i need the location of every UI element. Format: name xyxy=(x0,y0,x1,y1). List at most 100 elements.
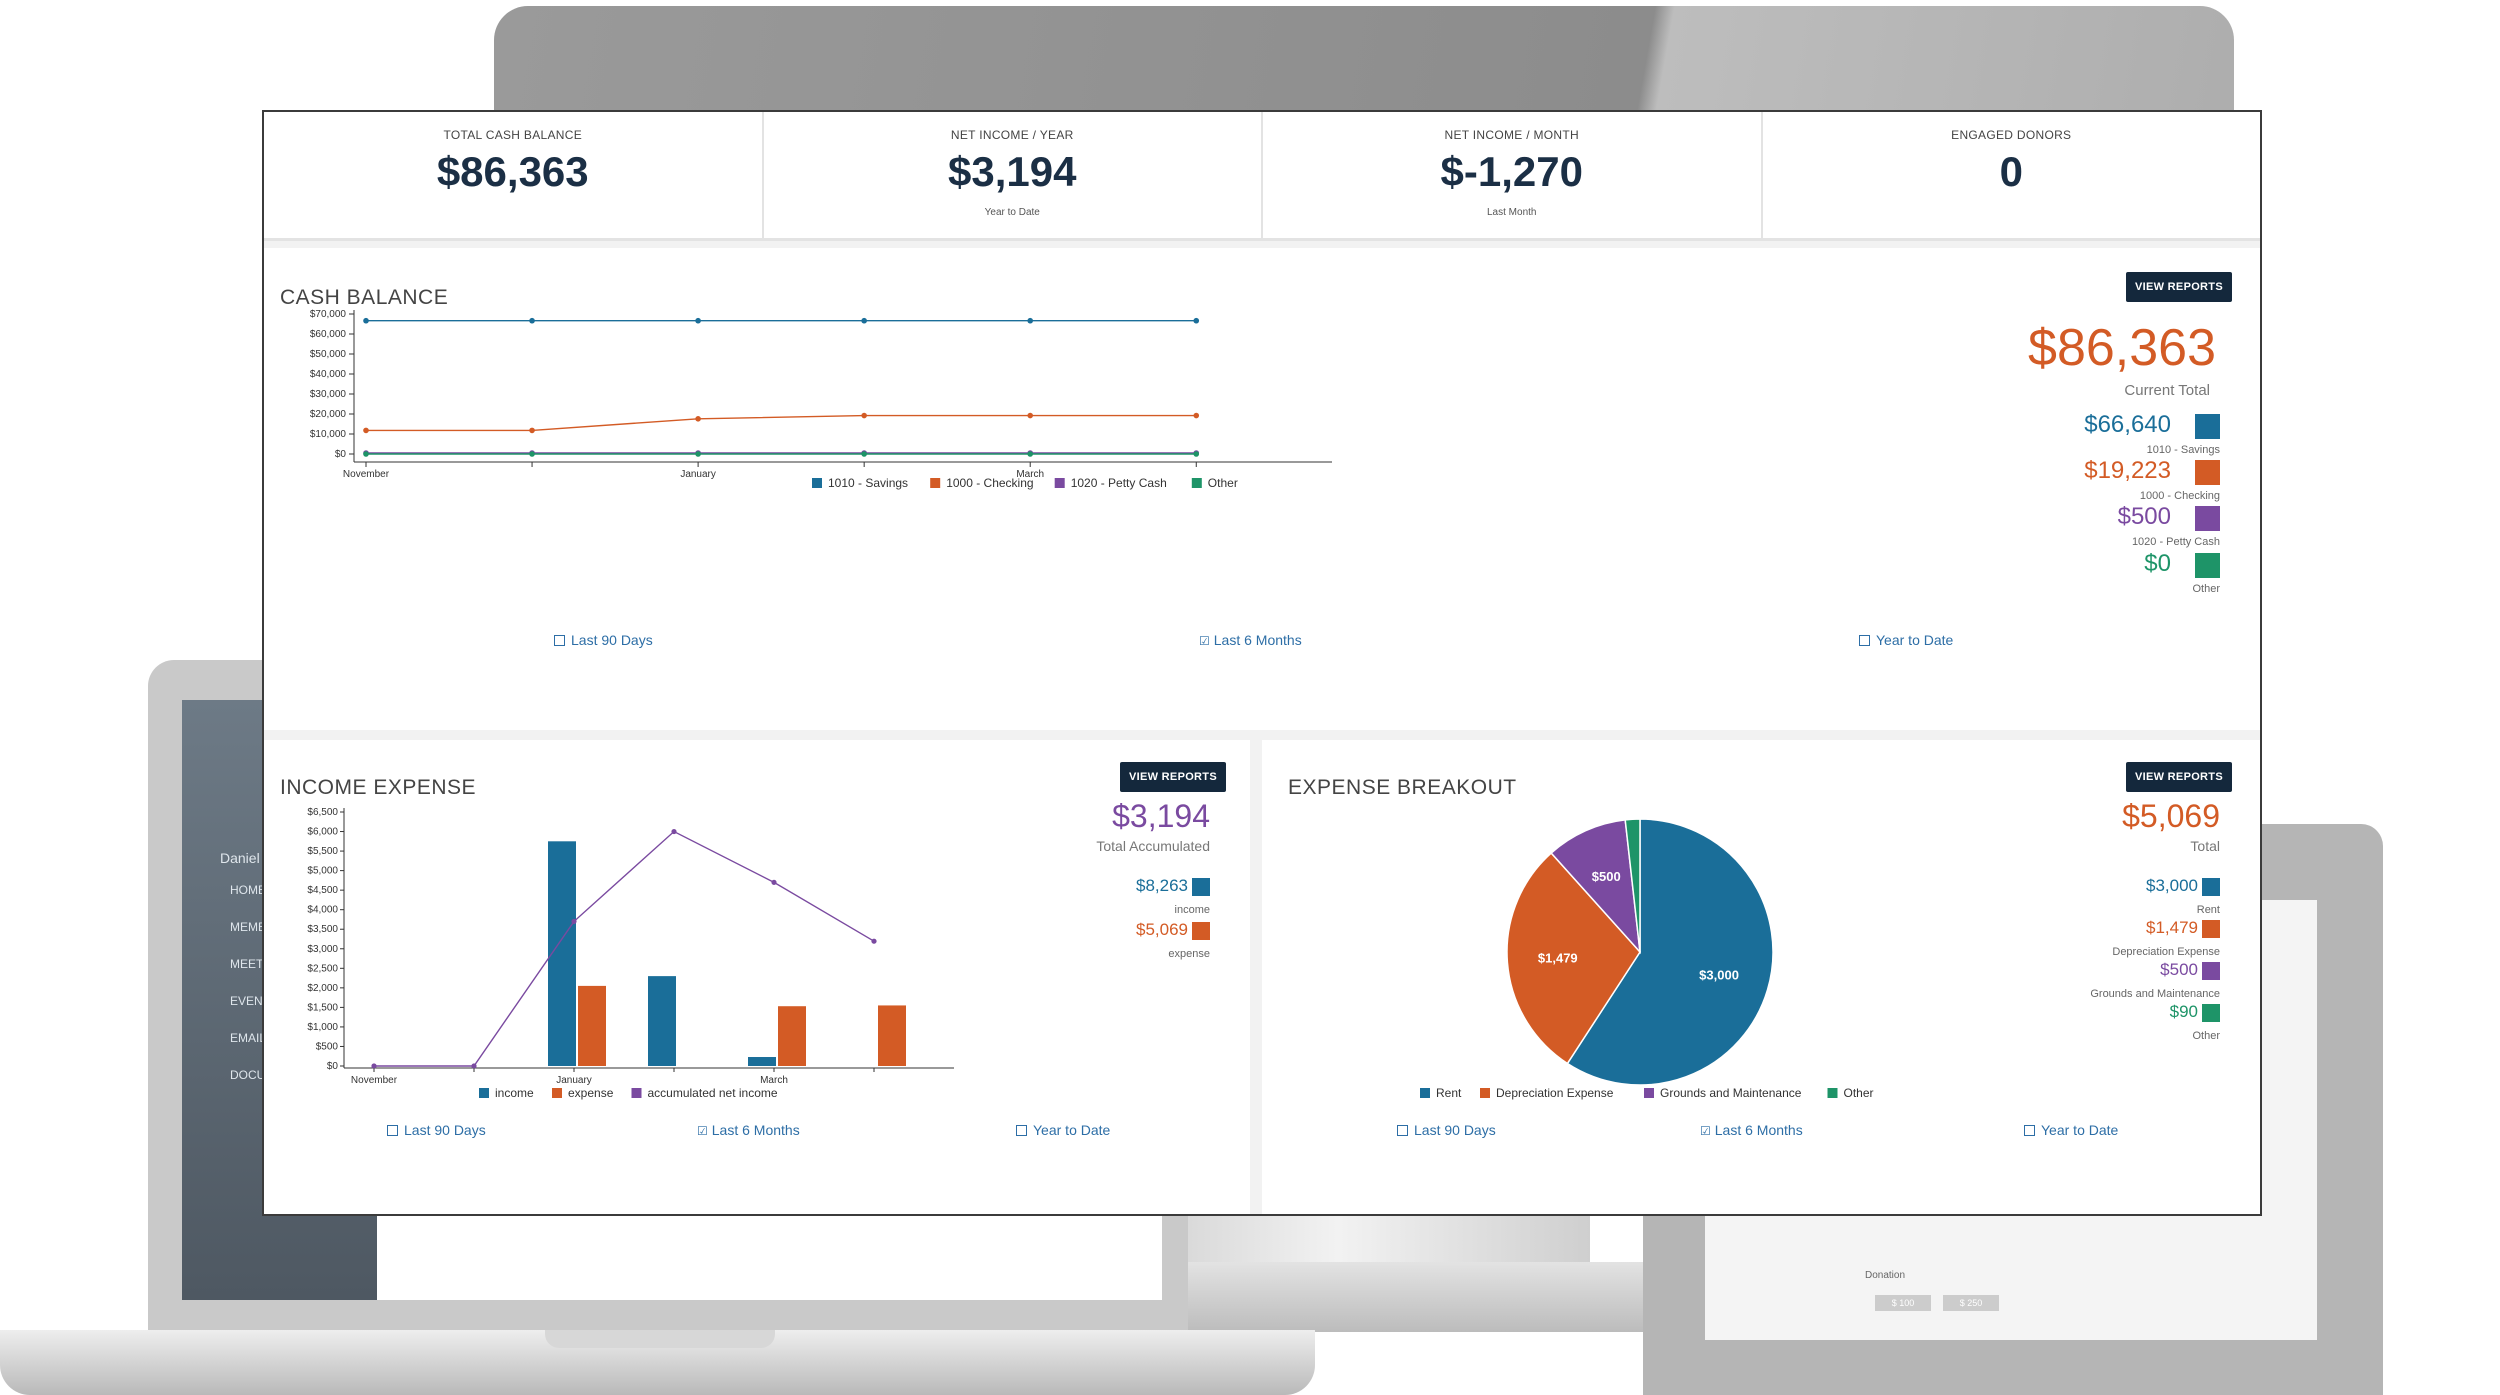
range-last-90-days[interactable]: Last 90 Days xyxy=(387,1122,486,1138)
range-last-6-months[interactable]: ☑ Last 6 Months xyxy=(1700,1122,1803,1138)
legend-value-expense: $5,069 xyxy=(1136,920,1188,939)
kpi-value: 0 xyxy=(1999,148,2023,195)
series-point xyxy=(471,1063,477,1069)
y-tick-label: $0 xyxy=(327,1061,339,1072)
laptop-nav-members[interactable]: MEMB xyxy=(230,920,266,934)
y-tick-label: $40,000 xyxy=(310,369,347,380)
y-tick-label: $10,000 xyxy=(310,429,347,440)
series-point xyxy=(695,451,701,457)
legend-label-other: Other xyxy=(2192,1030,2220,1042)
dashboard-window: TOTAL CASH BALANCE $86,363 NET INCOME / … xyxy=(262,110,2262,1216)
y-tick-label: $2,500 xyxy=(307,963,338,974)
bar-income xyxy=(648,976,676,1066)
income-expense-total: $3,194 xyxy=(1112,798,1210,834)
legend-swatch xyxy=(552,1088,562,1098)
panel-title: INCOME EXPENSE xyxy=(280,776,477,799)
legend-label-income: income xyxy=(1174,904,1210,916)
y-tick-label: $4,500 xyxy=(307,885,338,896)
legend-label-savings: 1010 - Savings xyxy=(2146,444,2220,456)
kpi-total-cash-balance: TOTAL CASH BALANCE $86,363 xyxy=(264,112,764,238)
pie-slice-depreciation-expense xyxy=(1506,851,1641,1065)
laptop-nav-meetings[interactable]: MEET xyxy=(230,957,264,971)
laptop-nav-events[interactable]: EVENT xyxy=(230,994,271,1008)
checkbox-icon xyxy=(1397,1124,1408,1136)
view-reports-button[interactable]: VIEW REPORTS xyxy=(2126,272,2232,302)
series-line-accumulated-net-income xyxy=(374,830,875,1067)
series-point xyxy=(571,918,577,925)
cash-balance-chart: $0 $10,000 $20,000 $30,000 $40,000 $50,000 $60… xyxy=(310,309,1332,490)
tablet-amount-b[interactable]: $ 250 xyxy=(1943,1295,1999,1311)
legend-swatch-other xyxy=(2202,1004,2220,1022)
range-last-90-days[interactable]: Last 90 Days xyxy=(1397,1122,1496,1138)
series-point xyxy=(871,938,877,944)
view-reports-button[interactable]: VIEW REPORTS xyxy=(2126,762,2232,792)
legend-label: Grounds and Maintenance xyxy=(1660,1086,1802,1100)
legend-swatch-petty-cash xyxy=(2195,506,2220,531)
legend-swatch xyxy=(1480,1088,1490,1098)
legend-label-depreciation: Depreciation Expense xyxy=(2112,946,2220,958)
laptop-nav-email[interactable]: EMAIL xyxy=(230,1031,267,1045)
legend-swatch-depreciation xyxy=(2202,920,2220,938)
laptop-nav-home[interactable]: HOME xyxy=(230,883,266,897)
legend-label-petty-cash: 1020 - Petty Cash xyxy=(2131,536,2220,548)
income-expense-total-label: Total Accumulated xyxy=(1096,838,1210,854)
y-tick-label: $4,000 xyxy=(307,905,338,916)
range-year-to-date[interactable]: Year to Date xyxy=(1016,1122,1110,1138)
expense-breakout-chart: $3,000 $1,479 $500 Rent Depreciation Expense… xyxy=(1420,818,1874,1100)
laptop-notch xyxy=(545,1330,775,1348)
tablet-amount-a[interactable]: $ 100 xyxy=(1875,1295,1931,1311)
pie-slice-label: $1,479 xyxy=(1538,950,1578,965)
legend-swatch-savings xyxy=(2195,414,2220,439)
legend-value-petty-cash: $500 xyxy=(2117,503,2171,530)
kpi-label: NET INCOME / YEAR xyxy=(950,128,1074,142)
legend-swatch-grounds xyxy=(2202,962,2220,980)
y-tick-label: $2,000 xyxy=(307,983,338,994)
cash-total-label: Current Total xyxy=(2124,382,2210,399)
legend-swatch xyxy=(479,1088,489,1098)
legend-swatch xyxy=(1827,1088,1838,1098)
checkbox-icon xyxy=(387,1124,398,1136)
y-tick-label: $6,000 xyxy=(307,827,338,838)
range-label: Year to Date xyxy=(1033,1122,1111,1138)
view-reports-button[interactable]: VIEW REPORTS xyxy=(1120,762,1226,792)
pie-slice-label: $500 xyxy=(1592,869,1621,884)
range-last-6-months[interactable]: ☑ Last 6 Months xyxy=(1199,632,1302,648)
y-tick-label: $6,500 xyxy=(307,807,338,818)
y-tick-label: $30,000 xyxy=(310,389,347,400)
range-label: Last 90 Days xyxy=(571,632,653,648)
legend-swatch xyxy=(1644,1088,1654,1098)
bar-income xyxy=(548,841,576,1066)
legend-value-rent: $3,000 xyxy=(2146,876,2198,895)
bar-expense xyxy=(778,1006,806,1066)
legend-swatch-rent xyxy=(2202,878,2220,896)
series-point xyxy=(861,412,867,419)
series-point xyxy=(363,427,369,434)
series-line-1000-checking xyxy=(366,414,1197,432)
range-label: Year to Date xyxy=(2041,1122,2119,1138)
kpi-label: ENGAGED DONORS xyxy=(1951,128,2072,142)
range-label: Last 90 Days xyxy=(404,1122,486,1138)
series-point xyxy=(529,451,535,457)
legend-swatch xyxy=(1054,478,1065,488)
range-last-90-days[interactable]: Last 90 Days xyxy=(554,632,653,648)
range-last-6-months[interactable]: ☑ Last 6 Months xyxy=(697,1122,800,1138)
series-point xyxy=(1027,317,1034,324)
checkbox-icon xyxy=(554,634,565,646)
range-year-to-date[interactable]: Year to Date xyxy=(1859,632,1953,648)
series-point xyxy=(363,317,369,324)
kpi-value: $-1,270 xyxy=(1440,148,1583,195)
panel-title: CASH BALANCE xyxy=(280,286,449,309)
series-point xyxy=(529,427,535,434)
range-year-to-date[interactable]: Year to Date xyxy=(2024,1122,2118,1138)
y-tick-label: $5,000 xyxy=(307,866,338,877)
series-point xyxy=(1193,412,1200,419)
expense-breakout-panel: EXPENSE BREAKOUT VIEW REPORTS $3,000 $1,4… xyxy=(1262,740,2260,1214)
kpi-label: NET INCOME / MONTH xyxy=(1444,128,1579,142)
legend-label: Other xyxy=(1844,1086,1874,1100)
series-point xyxy=(695,317,701,324)
legend-swatch-expense xyxy=(1192,922,1210,940)
laptop-nav-documents[interactable]: DOCU xyxy=(230,1068,266,1082)
legend-label-expense: expense xyxy=(1168,948,1210,960)
kpi-row: TOTAL CASH BALANCE $86,363 NET INCOME / … xyxy=(264,112,2260,241)
cash-balance-panel: CASH BALANCE VIEW REPORTS $0 $10,000 $20,0… xyxy=(264,248,2260,730)
